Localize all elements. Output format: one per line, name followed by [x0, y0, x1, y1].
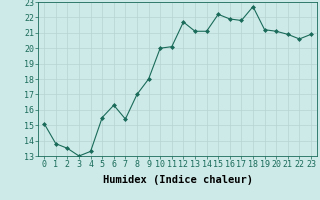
- X-axis label: Humidex (Indice chaleur): Humidex (Indice chaleur): [103, 175, 252, 185]
